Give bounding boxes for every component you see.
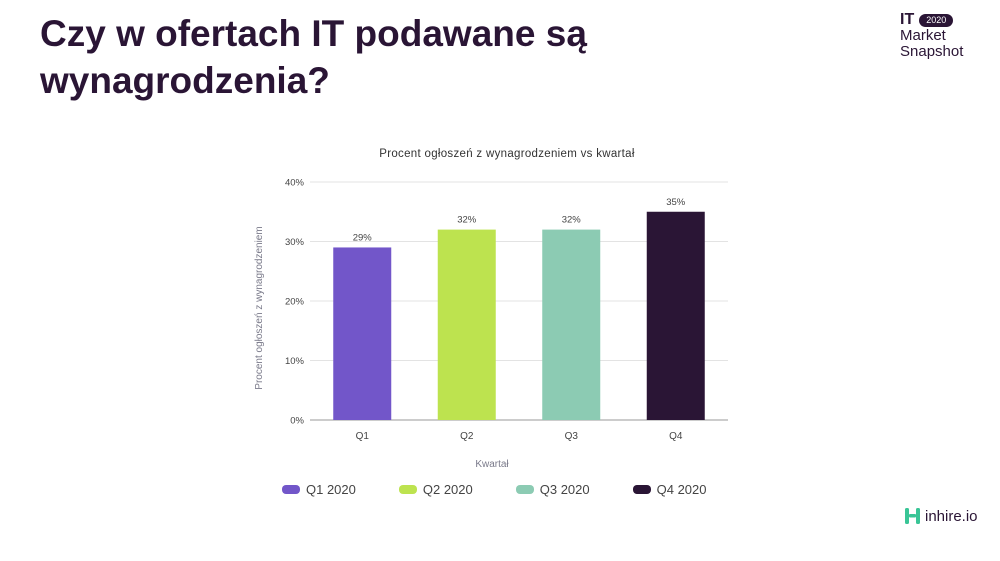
chart-legend: Q1 2020 Q2 2020 Q3 2020 Q4 2020	[282, 482, 707, 497]
it-market-snapshot-badge: IT 2020 Market Snapshot	[900, 12, 963, 60]
x-tick-label: Q3	[565, 431, 579, 442]
x-tick-label: Q2	[460, 431, 474, 442]
legend-swatch-q1	[282, 485, 300, 494]
data-label-q2: 32%	[457, 215, 477, 226]
data-label-q4: 35%	[666, 197, 686, 208]
legend-label-q3: Q3 2020	[539, 482, 590, 497]
bar-q2	[437, 229, 496, 420]
legend-swatch-q3	[515, 485, 534, 494]
legend-label-q1: Q1 2020	[306, 482, 356, 497]
brand-line-market: Market	[900, 27, 946, 44]
x-tick-label: Q1	[356, 431, 370, 442]
y-tick-label: 10%	[285, 356, 305, 367]
legend-item-q1: Q1 2020	[282, 482, 356, 497]
chart-bars: 29% 32% 32% 35%	[333, 197, 705, 420]
y-tick-label: 20%	[285, 297, 305, 308]
bar-q3	[542, 229, 601, 420]
inhire-logo: inhire.io	[904, 506, 978, 526]
legend-label-q2: Q2 2020	[422, 482, 473, 497]
data-label-q1: 29%	[353, 232, 373, 243]
chart-title: Procent ogłoszeń z wynagrodzeniem vs kwa…	[379, 148, 635, 160]
bar-q4	[646, 211, 705, 420]
brand-line-snapshot: Snapshot	[900, 43, 964, 60]
inhire-logo-text: inhire.io	[925, 507, 978, 525]
x-axis-label: Kwartał	[475, 459, 509, 470]
page-title: Czy w ofertach IT podawane są wynagrodze…	[40, 13, 587, 101]
legend-swatch-q2	[398, 485, 417, 494]
x-axis-ticks: Q1 Q2 Q3 Q4	[356, 431, 683, 442]
y-axis-label: Procent ogłoszeń z wynagrodzeniem	[254, 226, 265, 389]
legend-item-q4: Q4 2020	[632, 482, 707, 497]
legend-item-q2: Q2 2020	[398, 482, 473, 497]
y-tick-label: 0%	[290, 416, 304, 427]
brand-it-label: IT	[900, 11, 915, 28]
legend-swatch-q4	[632, 485, 651, 494]
x-tick-label: Q4	[669, 431, 683, 442]
brand-year-pill: 2020	[919, 13, 954, 27]
y-tick-label: 30%	[285, 237, 305, 248]
legend-item-q3: Q3 2020	[515, 482, 590, 497]
y-tick-label: 40%	[285, 178, 305, 189]
bar-q1	[333, 247, 392, 420]
y-axis-ticks: 0% 10% 20% 30% 40%	[285, 178, 305, 427]
data-label-q3: 32%	[562, 215, 582, 226]
legend-label-q4: Q4 2020	[656, 482, 707, 497]
inhire-logo-icon	[905, 508, 920, 524]
